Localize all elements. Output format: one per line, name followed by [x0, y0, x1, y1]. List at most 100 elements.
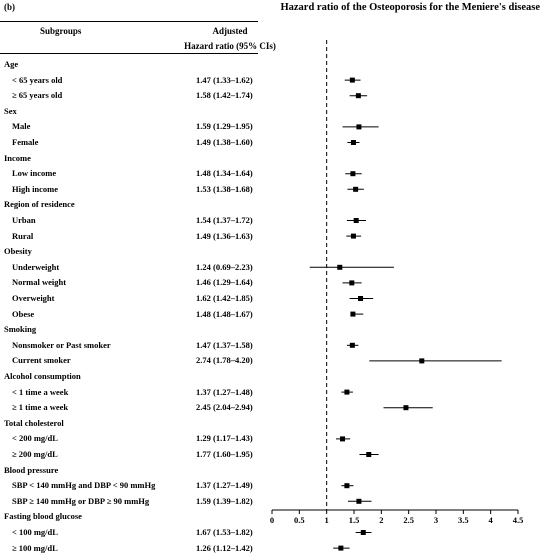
subgroup-label: Rural	[12, 230, 34, 241]
group-label: Sex	[4, 105, 17, 116]
group-row: Sex	[0, 104, 300, 119]
subgroup-row: SBP ≥ 140 mmHg or DBP ≥ 90 mmHg 1.59 (1.3…	[0, 494, 300, 509]
hazard-ratio-value: 1.37 (1.27–1.49)	[196, 480, 253, 491]
subgroup-label: ≥ 200 mg/dL	[12, 449, 58, 459]
hazard-ratio-point	[350, 311, 356, 317]
group-label: Fasting blood glucose	[4, 511, 82, 522]
x-tick-label: 3	[434, 515, 438, 525]
hazard-ratio-value: 1.59 (1.29–1.95)	[196, 121, 253, 132]
hazard-ratio-point	[353, 218, 359, 223]
x-tick-label: 2	[379, 515, 383, 525]
hazard-ratio-value: 1.26 (1.12–1.42)	[196, 542, 253, 553]
panel-label: (b)	[4, 2, 15, 12]
subgroup-row: < 100 mg/dL 1.67 (1.53–1.82)	[0, 525, 300, 540]
group-row: Fasting blood glucose	[0, 509, 300, 524]
group-label: Income	[4, 152, 31, 163]
group-row: Obesity	[0, 244, 300, 259]
subgroup-row: High income 1.53 (1.38–1.68)	[0, 182, 300, 197]
subgroup-label: Low income	[12, 168, 57, 179]
subgroup-row: Urban 1.54 (1.37–1.72)	[0, 213, 300, 228]
subgroup-row: Nonsmoker or Past smoker 1.47 (1.37–1.58)	[0, 338, 300, 353]
subgroup-label: < 1 time a week	[12, 386, 69, 397]
group-label: Smoking	[4, 324, 37, 335]
forest-plot: 0 0.5 1 1.5 2 2.5 3 3.5 4 4.5	[270, 40, 523, 551]
hazard-ratio-value: 1.77 (1.60–1.95)	[196, 449, 253, 459]
subgroup-row: < 1 time a week 1.37 (1.27–1.48)	[0, 385, 300, 400]
hazard-ratio-value: 1.29 (1.17–1.43)	[196, 433, 253, 444]
subgroup-row: Current smoker 2.74 (1.78–4.20)	[0, 353, 300, 368]
subgroup-row: Underweight 1.24 (0.69–2.23)	[0, 260, 300, 275]
group-label: Obesity	[4, 246, 32, 257]
hazard-ratio-point	[344, 483, 350, 489]
x-tick-label: 2.5	[403, 515, 414, 525]
hazard-ratio-value: 1.37 (1.27–1.48)	[196, 386, 253, 397]
subgroup-label: High income	[12, 183, 59, 194]
group-row: Alcohol consumption	[0, 369, 300, 384]
subgroup-row: < 65 years old 1.47 (1.33–1.62)	[0, 73, 300, 88]
group-label: Blood pressure	[4, 464, 59, 475]
hazard-ratio-value: 1.62 (1.42–1.85)	[196, 293, 253, 303]
group-label: Alcohol consumption	[4, 371, 81, 381]
group-row: Region of residence	[0, 197, 300, 212]
hazard-ratio-point	[350, 233, 356, 239]
hazard-ratio-point	[358, 296, 364, 301]
x-tick-label: 3.5	[458, 515, 469, 525]
forest-plot-figure: (b) Hazard ratio of the Osteoporosis for…	[0, 2, 540, 553]
hazard-ratio-point	[349, 77, 355, 83]
subgroup-row: Normal weight 1.46 (1.29–1.64)	[0, 275, 300, 290]
hazard-ratio-value: 1.48 (1.34–1.64)	[196, 168, 253, 179]
x-tick-label: 0.5	[294, 515, 305, 525]
group-row: Age	[0, 57, 300, 72]
subgroup-label: Normal weight	[12, 277, 67, 288]
hazard-ratio-point	[403, 405, 409, 411]
x-tick-label: 4.5	[513, 515, 524, 525]
subgroup-label: ≥ 65 years old	[12, 90, 63, 101]
subgroup-row: ≥ 1 time a week 2.45 (2.04–2.94)	[0, 400, 300, 415]
subgroup-row: Obese 1.48 (1.48–1.67)	[0, 307, 300, 322]
subgroup-label: SBP ≥ 140 mmHg or DBP ≥ 90 mmHg	[12, 495, 150, 506]
subgroup-label: ≥ 1 time a week	[12, 402, 69, 413]
hazard-ratio-point	[350, 171, 356, 177]
group-row: Total cholesterol	[0, 416, 300, 431]
hazard-ratio-value: 1.49 (1.38–1.60)	[196, 137, 253, 147]
group-label: Total cholesterol	[4, 417, 64, 428]
table-header-rule	[0, 53, 258, 54]
subgroup-row: Low income 1.48 (1.34–1.64)	[0, 166, 300, 181]
subgroup-label: < 200 mg/dL	[12, 433, 58, 444]
hazard-ratio-point	[337, 264, 343, 270]
group-row: Income	[0, 151, 300, 166]
hazard-ratio-value: 1.46 (1.29–1.64)	[196, 277, 253, 288]
hazard-ratio-point	[360, 530, 366, 535]
hazard-ratio-point	[419, 358, 425, 364]
subgroup-row: Male 1.59 (1.29–1.95)	[0, 119, 300, 134]
hazard-ratio-point	[349, 280, 355, 286]
subgroup-label: Urban	[12, 215, 36, 225]
table-top-rule	[0, 21, 258, 22]
hazard-ratio-value: 1.24 (0.69–2.23)	[196, 261, 253, 272]
hazard-ratio-value: 1.49 (1.36–1.63)	[196, 230, 253, 241]
x-tick-label: 4	[489, 515, 494, 525]
x-tick-label: 0	[270, 515, 274, 525]
subgroup-label: Nonsmoker or Past smoker	[12, 339, 111, 350]
subgroup-row: ≥ 65 years old 1.58 (1.42–1.74)	[0, 88, 300, 103]
hazard-ratio-header: Hazard ratio (95% CIs)	[184, 41, 276, 51]
subgroup-label: Underweight	[12, 261, 60, 272]
hazard-ratio-point	[356, 498, 362, 504]
subgroup-label: < 65 years old	[12, 74, 63, 85]
hazard-ratio-value: 2.74 (1.78–4.20)	[196, 355, 253, 366]
subgroup-row: SBP < 140 mmHg and DBP < 90 mmHg 1.37 (1.…	[0, 478, 300, 493]
subgroup-label: Male	[12, 121, 31, 132]
hazard-ratio-point	[338, 545, 344, 551]
hazard-ratio-value: 1.59 (1.39–1.82)	[196, 495, 253, 506]
group-label: Age	[4, 59, 19, 69]
hazard-ratio-point	[340, 436, 346, 442]
group-row: Smoking	[0, 322, 300, 337]
hazard-ratio-value: 2.45 (2.04–2.94)	[196, 402, 253, 413]
subgroup-label: ≥ 100 mg/dL	[12, 542, 58, 553]
hazard-ratio-point	[344, 389, 350, 395]
hazard-ratio-value: 1.48 (1.48–1.67)	[196, 308, 253, 319]
hazard-ratio-point	[366, 452, 372, 457]
hazard-ratio-value: 1.47 (1.33–1.62)	[196, 74, 253, 85]
hazard-ratio-value: 1.53 (1.38–1.68)	[196, 183, 253, 194]
subgroup-label: SBP < 140 mmHg and DBP < 90 mmHg	[12, 480, 156, 491]
